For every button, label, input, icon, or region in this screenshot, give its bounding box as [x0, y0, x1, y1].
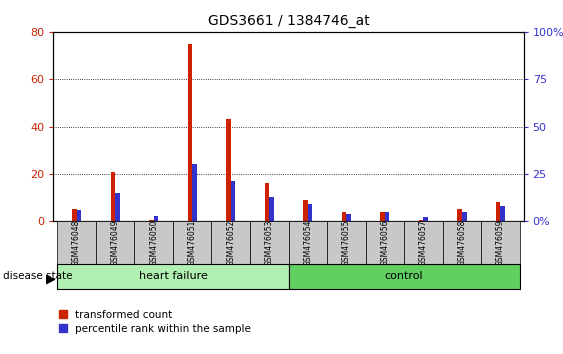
Bar [226, 119, 231, 221]
Bar [110, 172, 115, 221]
Bar [96, 221, 135, 264]
Text: heart failure: heart failure [138, 271, 207, 281]
Text: control: control [385, 271, 423, 281]
Text: GSM476055: GSM476055 [342, 219, 351, 266]
Bar [231, 182, 235, 221]
Bar [303, 200, 308, 221]
Text: GSM476052: GSM476052 [226, 219, 235, 266]
Bar [187, 44, 192, 221]
Bar [149, 220, 154, 221]
Bar [173, 221, 212, 264]
Bar [342, 212, 346, 221]
Bar [365, 221, 404, 264]
Bar [135, 221, 173, 264]
Bar [308, 204, 312, 221]
Text: GSM476054: GSM476054 [303, 219, 312, 266]
Bar [404, 221, 443, 264]
Title: GDS3661 / 1384746_at: GDS3661 / 1384746_at [208, 14, 369, 28]
Bar [327, 221, 365, 264]
Bar [423, 217, 428, 221]
Bar [154, 216, 158, 221]
Bar [385, 212, 390, 221]
Bar [77, 210, 81, 221]
Text: GSM476058: GSM476058 [457, 219, 466, 266]
Text: GSM476050: GSM476050 [149, 219, 158, 266]
Bar [288, 221, 327, 264]
Bar [419, 220, 423, 221]
Bar [380, 212, 385, 221]
Bar [250, 221, 288, 264]
Bar [265, 183, 269, 221]
Legend: transformed count, percentile rank within the sample: transformed count, percentile rank withi… [59, 310, 251, 334]
Bar [72, 210, 77, 221]
Bar [496, 202, 501, 221]
Bar [346, 214, 351, 221]
Text: ▶: ▶ [46, 273, 56, 285]
Text: disease state: disease state [3, 271, 72, 281]
Text: GSM476048: GSM476048 [72, 219, 81, 266]
Text: GSM476056: GSM476056 [381, 219, 390, 266]
Text: GSM476053: GSM476053 [265, 219, 274, 266]
Bar [115, 193, 120, 221]
Bar [457, 210, 462, 221]
Bar [212, 221, 250, 264]
Text: GSM476049: GSM476049 [111, 219, 120, 266]
Bar [288, 264, 520, 289]
Bar [57, 221, 96, 264]
Text: GSM476057: GSM476057 [419, 219, 428, 266]
Bar [192, 164, 197, 221]
Bar [462, 212, 467, 221]
Bar [443, 221, 481, 264]
Bar [57, 264, 288, 289]
Bar [501, 206, 505, 221]
Text: GSM476051: GSM476051 [187, 219, 196, 266]
Text: GSM476059: GSM476059 [496, 219, 505, 266]
Bar [481, 221, 520, 264]
Bar [269, 196, 274, 221]
